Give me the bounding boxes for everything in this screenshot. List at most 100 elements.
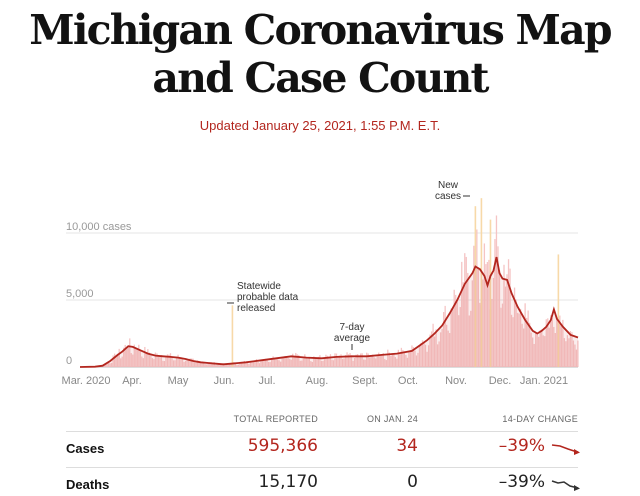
daily-bar	[488, 259, 490, 367]
daily-bar	[320, 360, 323, 367]
daily-bar	[530, 332, 532, 367]
page-title-line-1: Michigan Coronavirus Map	[29, 6, 612, 54]
deaths-change: –39%	[498, 472, 545, 492]
daily-bar	[120, 358, 122, 367]
daily-bar	[378, 352, 380, 367]
daily-bar	[438, 341, 440, 367]
daily-bar	[301, 360, 303, 367]
daily-bar	[391, 353, 393, 367]
daily-bar	[186, 359, 188, 367]
daily-bar	[522, 328, 525, 367]
daily-bar	[408, 350, 410, 367]
daily-bar	[417, 352, 419, 367]
daily-bar	[548, 327, 550, 367]
daily-bar	[483, 243, 486, 367]
daily-bar	[316, 357, 318, 367]
daily-bar	[209, 362, 211, 367]
daily-bar	[293, 356, 295, 367]
daily-bar	[126, 347, 128, 367]
average-line	[79, 256, 579, 368]
daily-bar	[286, 356, 288, 367]
daily-bar	[500, 307, 502, 367]
y-tick-label: 0	[66, 355, 72, 367]
daily-bar	[436, 344, 439, 367]
daily-bar	[317, 356, 320, 367]
daily-bar	[541, 329, 543, 367]
x-tick-label: Dec.	[489, 375, 512, 387]
daily-bar	[441, 328, 443, 367]
cases-day: 34	[396, 436, 418, 456]
daily-bar	[210, 362, 212, 367]
daily-bar	[169, 353, 172, 367]
daily-bar	[411, 345, 413, 367]
daily-bar	[551, 318, 553, 367]
daily-bar	[565, 341, 567, 367]
daily-bar	[236, 364, 238, 367]
daily-bar	[519, 308, 522, 367]
x-tick-label: Oct.	[398, 375, 418, 387]
table-divider	[66, 431, 578, 432]
daily-bar	[415, 355, 418, 367]
daily-bar	[130, 353, 132, 367]
daily-bar	[349, 353, 351, 367]
daily-bar	[206, 364, 208, 367]
daily-bar	[147, 349, 149, 367]
daily-bar	[363, 359, 365, 367]
x-tick-label: Apr.	[122, 375, 142, 387]
header-change: 14-DAY CHANGE	[502, 414, 578, 424]
daily-bar	[129, 338, 131, 367]
daily-bar	[106, 362, 108, 367]
daily-bar	[446, 324, 448, 367]
daily-bar	[373, 357, 375, 367]
daily-bar	[135, 347, 137, 367]
daily-bar	[305, 358, 307, 367]
annotation-probable-data: Statewide	[237, 281, 281, 292]
daily-bar	[346, 352, 348, 367]
daily-bar	[292, 353, 294, 367]
daily-bar	[430, 331, 433, 367]
daily-bar	[525, 317, 528, 367]
daily-bar	[458, 315, 460, 367]
daily-bar	[341, 358, 344, 367]
daily-bar	[455, 294, 457, 367]
y-tick-label: 5,000	[66, 288, 94, 300]
daily-bar	[367, 353, 369, 367]
daily-bar	[145, 353, 147, 367]
daily-bar	[464, 253, 466, 367]
daily-bar	[396, 358, 398, 367]
daily-bar	[132, 354, 134, 367]
daily-bar	[296, 354, 298, 367]
daily-bar	[340, 354, 342, 367]
daily-bar	[577, 340, 579, 367]
x-tick-label: Jan. 2021	[520, 375, 568, 387]
daily-bar	[453, 289, 455, 367]
daily-bar	[477, 268, 479, 367]
daily-bar	[307, 358, 309, 367]
daily-bar	[310, 361, 312, 367]
daily-bar	[280, 361, 282, 367]
daily-bar	[160, 355, 163, 367]
daily-bar	[325, 354, 327, 367]
daily-bar	[207, 362, 209, 367]
table-row-deaths: Deaths 15,170 0 –39%	[0, 472, 640, 496]
daily-bar	[192, 358, 194, 367]
daily-bar	[219, 363, 221, 367]
daily-bar	[486, 261, 489, 367]
daily-bar	[575, 349, 578, 367]
daily-bar	[162, 360, 164, 367]
annotation-probable-data: probable data	[237, 292, 299, 303]
daily-bar	[112, 355, 114, 367]
daily-bar	[255, 359, 258, 367]
daily-bar	[295, 352, 297, 367]
daily-bar	[117, 353, 119, 367]
daily-bar	[444, 305, 446, 367]
daily-bar	[527, 310, 529, 367]
daily-bar	[109, 363, 111, 367]
daily-bar	[215, 365, 217, 367]
daily-bar	[462, 282, 464, 367]
daily-bar	[350, 355, 353, 367]
daily-bar	[177, 354, 179, 367]
daily-bar	[198, 361, 200, 367]
daily-bar	[276, 359, 279, 367]
daily-bar	[394, 357, 396, 367]
